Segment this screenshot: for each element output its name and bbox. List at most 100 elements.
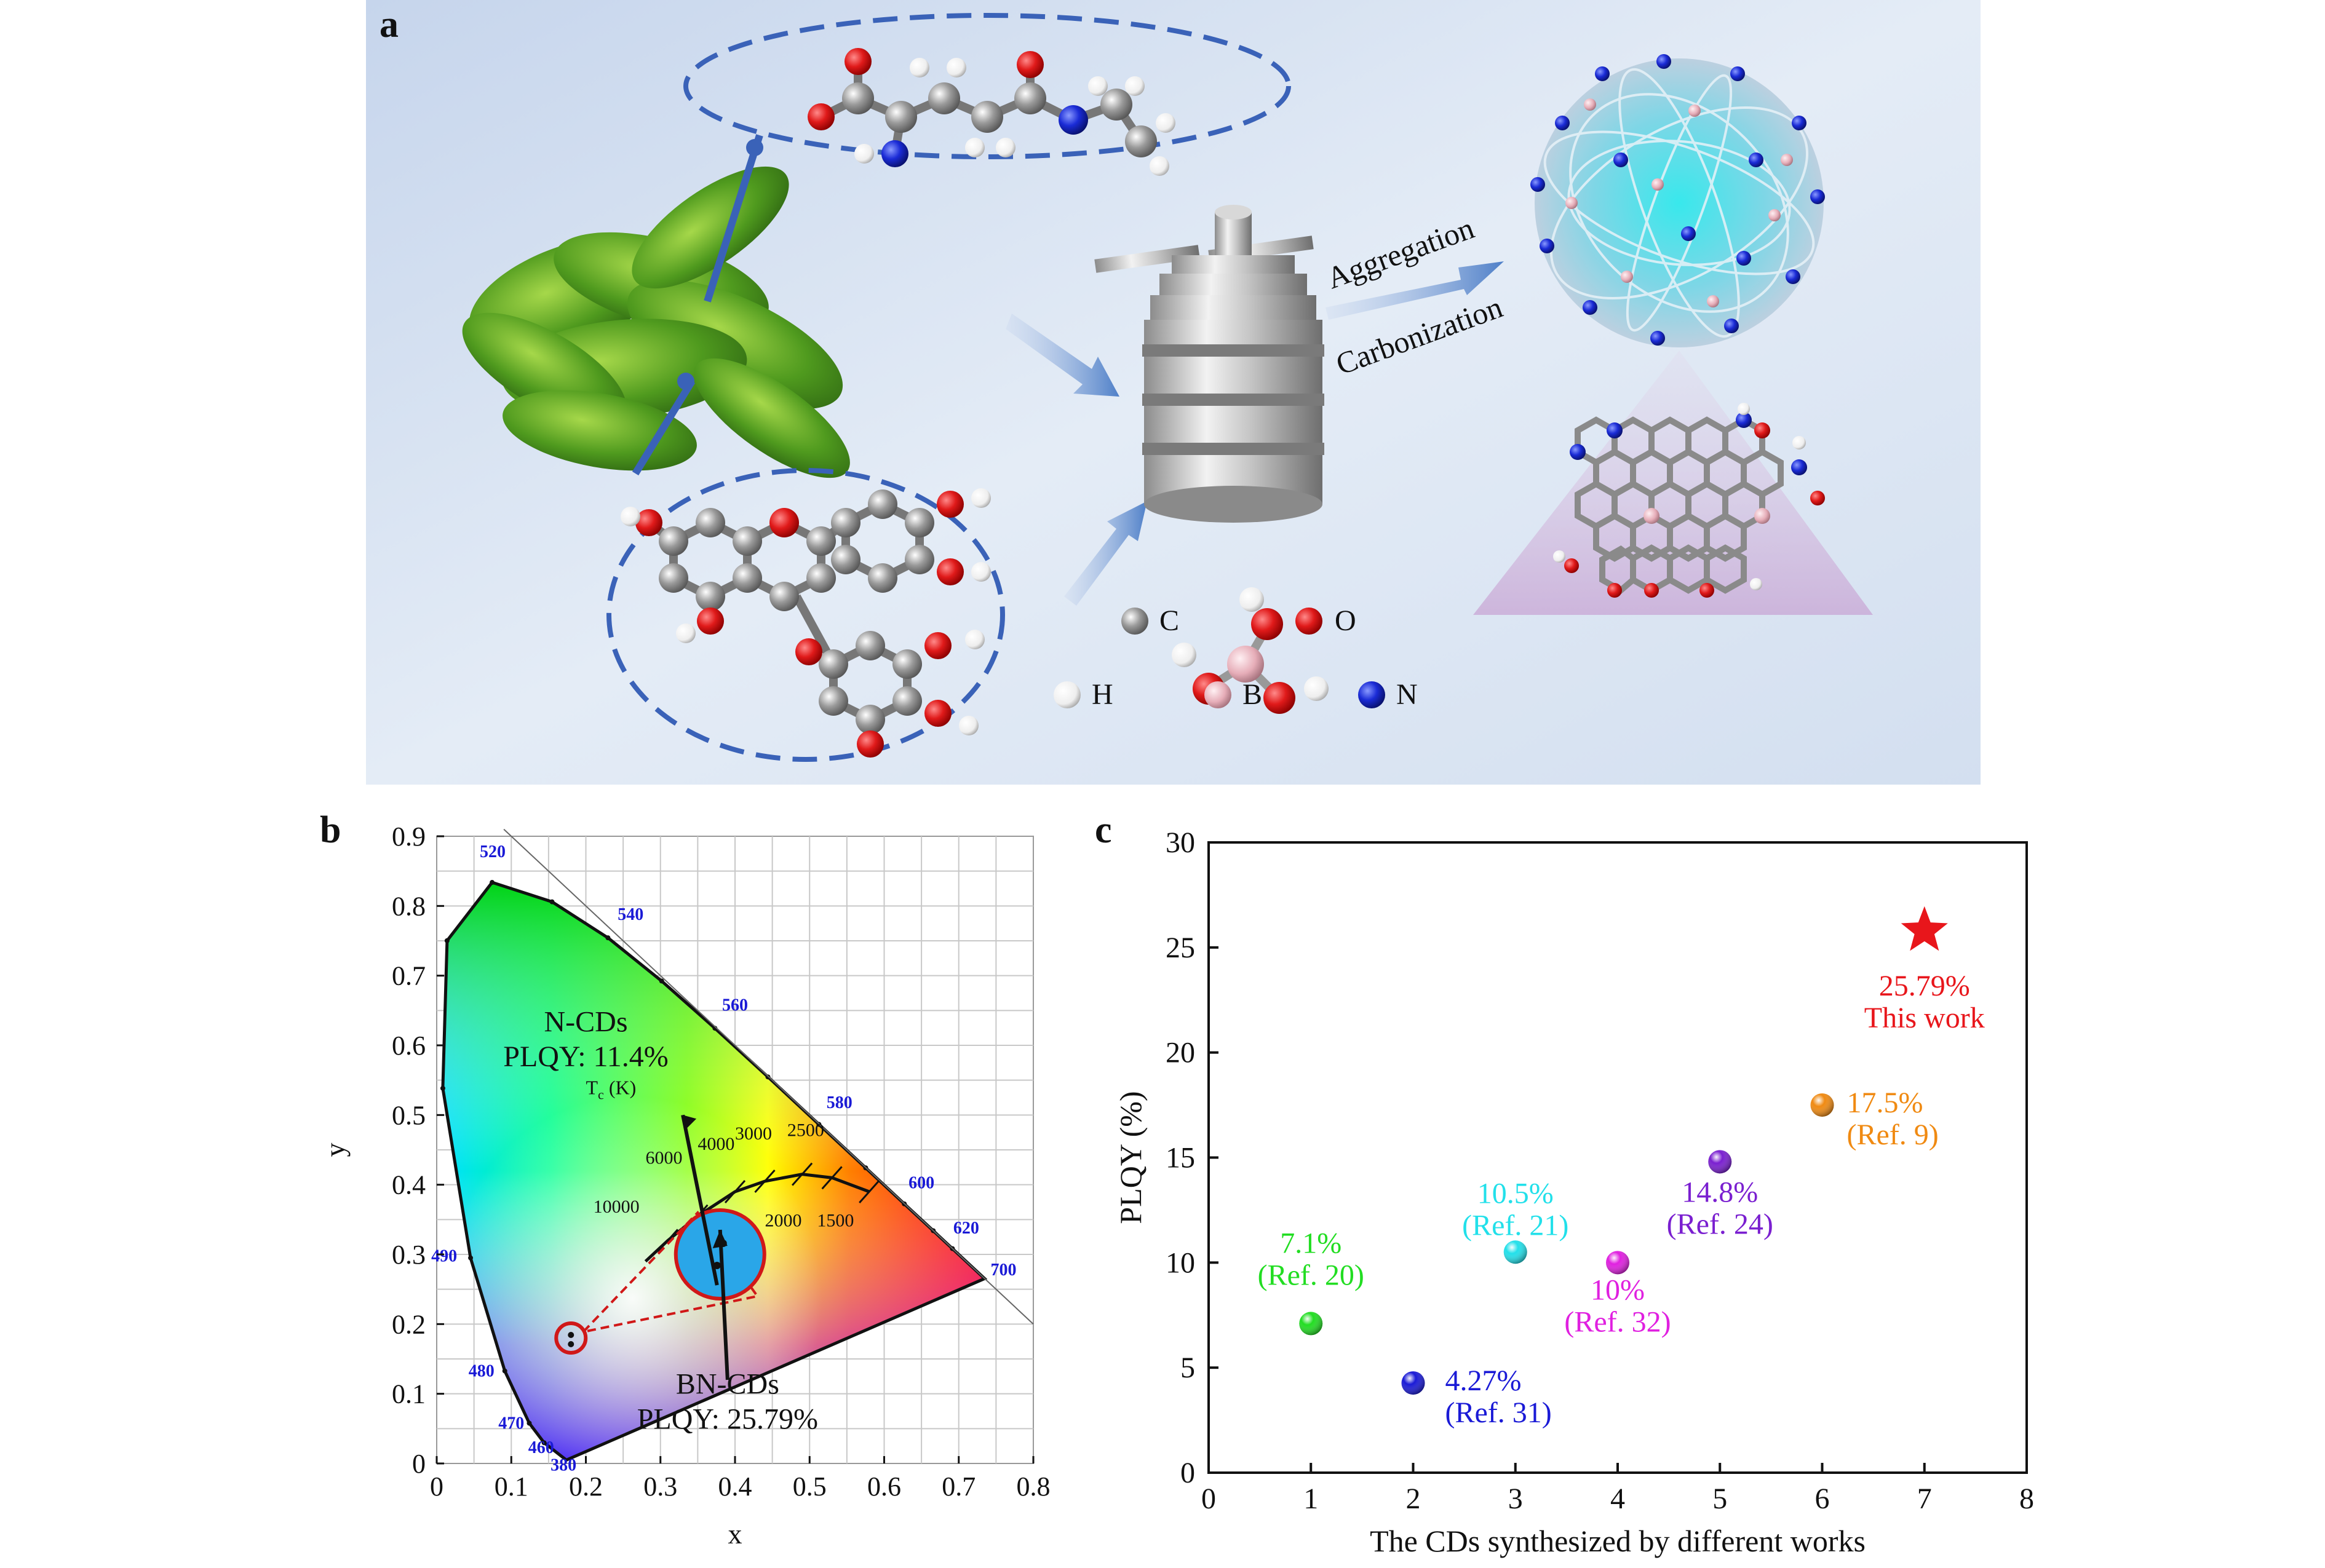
cie-x-tick-label: 0.3 xyxy=(643,1471,677,1502)
point-star-marker xyxy=(1901,906,1948,951)
legend-hydrogen-ball xyxy=(1054,681,1081,708)
color-temperature-value: 2000 xyxy=(765,1211,802,1231)
point-reference-label: This work xyxy=(1864,1002,1985,1034)
chart-y-tick-label: 15 xyxy=(1166,1142,1195,1174)
cie-y-axis-label: y xyxy=(320,1143,351,1157)
cie-x-tick-label: 0.8 xyxy=(1017,1471,1051,1502)
point-sphere-shading xyxy=(1810,1093,1834,1117)
carbon-dot-core-structure xyxy=(1575,416,1784,595)
chart-x-tick-label: 5 xyxy=(1712,1483,1727,1515)
point-sphere-shading xyxy=(1401,1371,1425,1395)
wavelength-label: 490 xyxy=(431,1246,457,1265)
n-cds-marker xyxy=(554,1321,588,1355)
panel-b-label: b xyxy=(320,809,341,851)
legend-nitrogen-ball xyxy=(1358,681,1385,708)
chart-x-tick-label: 0 xyxy=(1201,1483,1216,1515)
chart-y-tick-label: 30 xyxy=(1166,826,1195,859)
chart-y-tick-label: 25 xyxy=(1166,932,1195,964)
panel-c-scatter-chart: c 0 1 2 3 4 5 6 7 8 0 5 10 15 20 25 30 7.1% (Ref. 20) 4.2… xyxy=(1083,806,2067,1568)
legend-nitrogen-label: N xyxy=(1396,678,1418,711)
point-reference-label: (Ref. 21) xyxy=(1462,1209,1568,1241)
amino-acid-atoms xyxy=(808,48,1175,176)
panel-c-canvas: c 0 1 2 3 4 5 6 7 8 0 5 10 15 20 25 30 7.1%(Ref. 20) 4.2… xyxy=(1095,809,2034,1558)
connector-line-top xyxy=(704,134,763,303)
wavelength-label: 540 xyxy=(618,905,643,924)
chart-y-tick-label: 5 xyxy=(1180,1352,1195,1384)
color-temperature-value: 1500 xyxy=(817,1211,854,1231)
arrow-autoclave-to-cds xyxy=(1325,261,1504,320)
point-value-label: 25.79% xyxy=(1879,970,1970,1002)
color-temperature-value: 6000 xyxy=(646,1148,683,1168)
cie-x-tick-label: 0.4 xyxy=(718,1471,752,1502)
cie-x-tick-label: 0.7 xyxy=(942,1471,976,1502)
legend-carbon-label: C xyxy=(1159,604,1179,637)
dashed-ellipse-amino-acid xyxy=(683,13,1291,159)
chart-y-tick-label: 20 xyxy=(1166,1037,1195,1069)
chart-y-tick-label: 10 xyxy=(1166,1246,1195,1279)
chart-x-axis-label: The CDs synthesized by different works xyxy=(1370,1524,1866,1558)
tc-subscript: c xyxy=(598,1087,604,1102)
legend-boron-ball xyxy=(1204,681,1231,708)
legend-hydrogen-label: H xyxy=(1092,678,1113,711)
point-reference-label: (Ref. 32) xyxy=(1564,1305,1671,1338)
color-temperature-value: 10000 xyxy=(594,1197,640,1217)
color-temperature-label: Tc (K) xyxy=(586,1076,637,1102)
point-value-label: 4.27% xyxy=(1445,1364,1522,1397)
cie-x-tick-label: 0.1 xyxy=(495,1471,528,1502)
point-value-label: 10.5% xyxy=(1477,1177,1554,1210)
wavelength-label: 380 xyxy=(550,1455,576,1475)
wavelength-label: 520 xyxy=(480,842,506,861)
polyphenol-atoms xyxy=(621,488,991,758)
cie-y-tick-label: 0.5 xyxy=(392,1100,426,1130)
point-reference-label: (Ref. 31) xyxy=(1445,1396,1552,1429)
cie-y-tick-label: 0.8 xyxy=(392,891,426,921)
wavelength-label: 560 xyxy=(722,996,748,1015)
point-sphere-shading xyxy=(1503,1240,1527,1264)
cie-y-tick-label: 0.6 xyxy=(392,1031,426,1061)
bn-cds-plqy-label: PLQY: 25.79% xyxy=(637,1403,818,1435)
chart-x-tick-label: 3 xyxy=(1508,1483,1523,1515)
cie-y-tick-label: 0.7 xyxy=(392,961,426,991)
color-temperature-value: 4000 xyxy=(698,1134,734,1154)
chart-x-tick-label: 2 xyxy=(1406,1483,1421,1515)
chart-frame xyxy=(1207,841,2028,1474)
cie-y-tick-label: 0.2 xyxy=(392,1309,426,1339)
arrow-boric-acid-to-autoclave xyxy=(1064,501,1147,606)
panel-c-label: c xyxy=(1095,809,1112,851)
legend-oxygen-label: O xyxy=(1335,604,1356,637)
wavelength-label: 620 xyxy=(953,1219,979,1238)
n-cds-label: N-CDs xyxy=(544,1005,627,1038)
carbon-dot-sphere xyxy=(1530,54,1825,347)
color-temperature-value: 2500 xyxy=(787,1120,824,1140)
connector-line-bottom xyxy=(632,379,696,476)
point-sphere-shading xyxy=(1708,1150,1732,1174)
chart-x-tick-label: 1 xyxy=(1303,1483,1318,1515)
cie-y-tick-label: 0.1 xyxy=(392,1379,426,1409)
cie-x-tick-label: 0.2 xyxy=(569,1471,603,1502)
chart-x-tick-label: 6 xyxy=(1815,1483,1830,1515)
wavelength-label: 580 xyxy=(827,1093,852,1112)
cie-x-axis-label: x xyxy=(728,1518,742,1550)
cie-y-tick-label: 0 xyxy=(412,1449,426,1479)
chart-x-tick-label: 8 xyxy=(2019,1483,2034,1515)
tc-unit: (K) xyxy=(609,1076,636,1098)
arrow-leaves-to-autoclave xyxy=(1006,314,1119,397)
wavelength-label: 480 xyxy=(469,1361,495,1380)
chart-y-axis-label: PLQY (%) xyxy=(1113,1091,1148,1224)
legend-carbon-ball xyxy=(1121,608,1148,635)
cie-y-tick-label: 0.4 xyxy=(392,1170,426,1200)
dashed-ellipse-polyphenol xyxy=(606,468,1005,762)
wavelength-label: 470 xyxy=(498,1414,524,1433)
cie-x-tick-label: 0.6 xyxy=(867,1471,901,1502)
cie-y-tick-label: 0.3 xyxy=(392,1240,426,1270)
point-value-label: 14.8% xyxy=(1682,1176,1758,1208)
panel-a-label: a xyxy=(380,4,399,46)
cie-y-tick-label: 0.9 xyxy=(392,822,426,852)
carbon-dot-core-heteroatoms xyxy=(1553,403,1825,598)
chart-x-tick-label: 4 xyxy=(1610,1483,1625,1515)
legend-oxygen-ball xyxy=(1295,608,1322,635)
point-value-label: 17.5% xyxy=(1847,1087,1923,1119)
color-temperature-value: 3000 xyxy=(735,1123,772,1144)
point-reference-label: (Ref. 9) xyxy=(1847,1119,1939,1151)
